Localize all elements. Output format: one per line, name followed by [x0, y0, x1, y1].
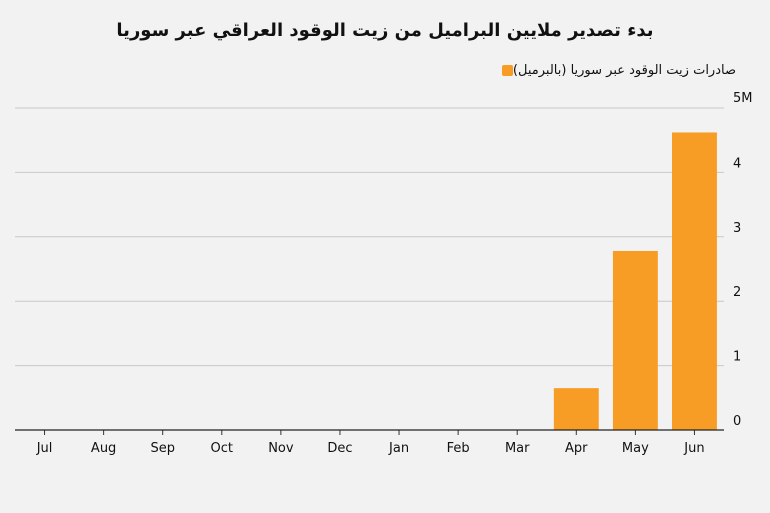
gridlines: [15, 107, 724, 367]
bar-may: [612, 250, 658, 430]
x-tick-label: Aug: [91, 441, 116, 456]
x-tick-label: Apr: [565, 441, 588, 456]
y-tick-label: 2: [733, 285, 741, 300]
x-tick-label: Jun: [683, 441, 704, 456]
x-tick-label: Jan: [388, 441, 409, 456]
bar-apr: [553, 388, 599, 430]
y-tick-label: 1: [733, 350, 741, 365]
bars: [553, 132, 717, 431]
x-tick-label: Sep: [150, 441, 175, 456]
axes: 0 1 2 3 4 5M Jul Aug Sep Oct Nov Dec Jan Feb Mar Apr May…: [15, 91, 753, 456]
x-tick-label: Oct: [211, 441, 233, 456]
y-tick-label: 4: [733, 156, 741, 171]
legend-swatch: [501, 65, 513, 76]
legend-label: صادرات زيت الوقود عبر سوريا (بالبرميل): [512, 63, 736, 78]
x-tick-label: Mar: [505, 441, 530, 456]
x-tick-label: Feb: [447, 441, 470, 456]
y-tick-label: 0: [733, 414, 741, 429]
x-tick-label: Nov: [268, 441, 294, 456]
x-tick-label: Dec: [327, 441, 352, 456]
bar-jun: [672, 132, 717, 431]
x-tick-label: May: [622, 441, 649, 456]
y-tick-label: 3: [733, 221, 741, 236]
legend: صادرات زيت الوقود عبر سوريا (بالبرميل): [496, 63, 736, 78]
y-tick-label: 5M: [733, 91, 753, 106]
chart-title: بدء تصدير ملايين البراميل من زيت الوقود …: [116, 20, 654, 41]
x-tick-label: Jul: [36, 441, 53, 456]
